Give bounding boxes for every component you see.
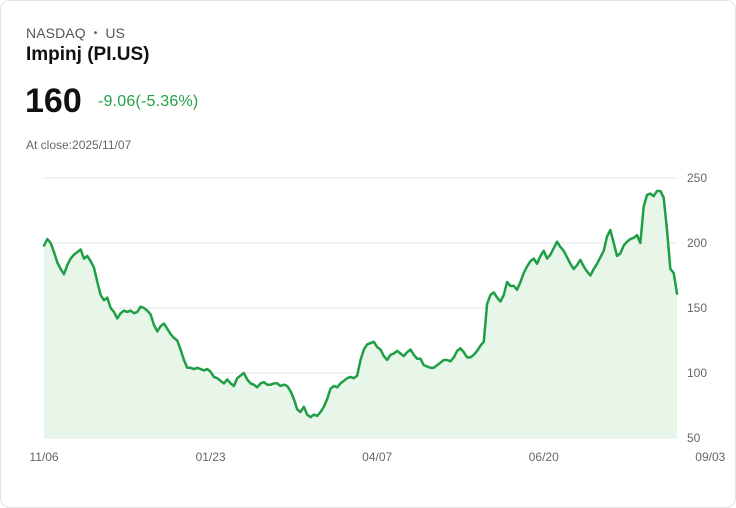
price-line: [42, 189, 679, 419]
y-tick-label: 50: [687, 431, 701, 445]
x-tick-label: 06/20: [529, 450, 559, 464]
x-tick-label: 04/07: [362, 450, 392, 464]
x-tick-label: 11/06: [29, 450, 58, 464]
x-tick-label: 09/03: [695, 450, 725, 464]
y-axis-ticks: 250 200 150 100 50: [687, 171, 707, 445]
exchange-row: NASDAQ • US: [26, 25, 125, 41]
x-axis-ticks: 11/06 01/23 04/07 06/20 09/03: [29, 450, 725, 464]
close-label: At close:: [26, 138, 73, 152]
price-change: -9.06(-5.36%): [98, 93, 199, 110]
price-area-fill: [44, 191, 677, 438]
region-label: US: [105, 25, 125, 41]
y-tick-label: 150: [687, 301, 707, 315]
y-tick-label: 100: [687, 366, 707, 380]
y-tick-label: 200: [687, 236, 707, 250]
last-price: 160: [25, 82, 82, 120]
close-date: 2025/11/07: [72, 138, 132, 152]
separator-dot: •: [93, 28, 98, 39]
exchange-label: NASDAQ: [26, 25, 86, 41]
y-tick-label: 250: [687, 171, 707, 185]
stock-name: Impinj (PI.US): [26, 44, 150, 65]
close-info: At close:2025/11/07: [26, 138, 131, 152]
x-tick-label: 01/23: [196, 450, 226, 464]
